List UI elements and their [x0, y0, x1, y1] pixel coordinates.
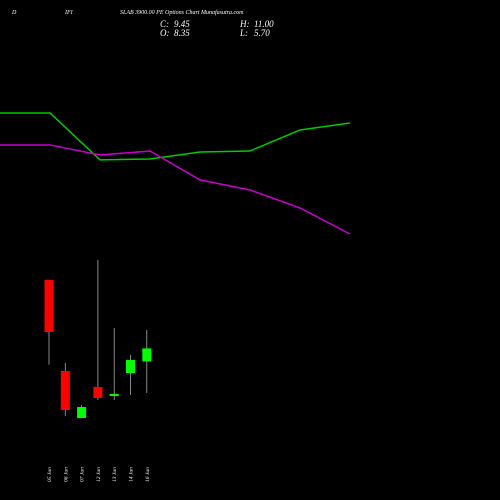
line — [0, 112, 351, 161]
candle-body — [77, 407, 87, 418]
stat-name: L: — [239, 28, 248, 38]
stat-name: O: — [160, 28, 170, 38]
stat-value: 11.00 — [254, 19, 274, 29]
candle-body — [60, 370, 70, 410]
candle-body — [44, 279, 54, 332]
candle-body — [142, 348, 152, 362]
x-tick-label: 13 Jun — [112, 467, 118, 482]
stat-value: 9.45 — [174, 19, 190, 29]
x-tick-label: 16 Jun — [145, 467, 151, 482]
x-tick-label: 06 Jun — [63, 467, 69, 482]
x-tick-label: 07 Jun — [80, 467, 86, 482]
stat-value: 5.70 — [254, 28, 270, 38]
candle-body — [109, 393, 119, 396]
x-tick-label: 05 Jun — [47, 467, 53, 482]
candle-body — [93, 386, 103, 398]
x-tick-label: 12 Jun — [96, 467, 102, 482]
code: IFI — [64, 10, 74, 16]
stat-name: H: — [239, 19, 250, 29]
candle-body — [126, 359, 135, 374]
stat-value: 8.35 — [174, 28, 190, 38]
line — [0, 144, 351, 235]
x-tick-label: 14 Jun — [128, 467, 135, 482]
chart-title: SLAB 3900.00 PE Options Chart Munafasutr… — [120, 9, 244, 16]
stat-name: C: — [160, 19, 169, 29]
symbol: D — [11, 10, 17, 16]
